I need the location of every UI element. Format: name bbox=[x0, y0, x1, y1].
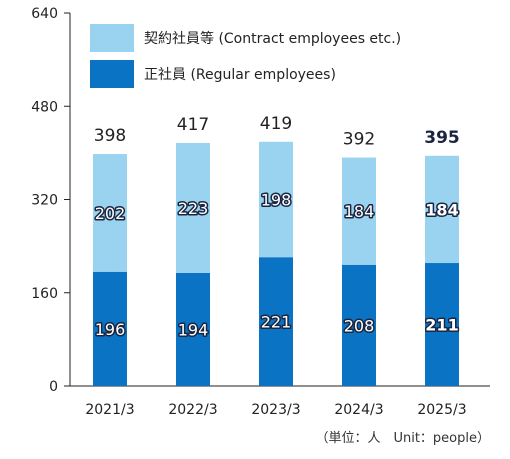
data-label-contract: 184 bbox=[344, 202, 375, 221]
y-tick-label: 0 bbox=[49, 379, 58, 395]
data-label-contract: 198 bbox=[261, 191, 292, 210]
bar-contract-2021-3 bbox=[93, 154, 127, 272]
x-tick-label: 2025/3 bbox=[417, 402, 466, 418]
y-tick-label: 480 bbox=[31, 99, 58, 115]
total-label: 398 bbox=[94, 126, 126, 146]
bar-regular-2023-3 bbox=[259, 257, 293, 386]
total-label: 395 bbox=[424, 128, 460, 148]
data-label-regular: 196 bbox=[95, 320, 126, 339]
legend-swatch-contract bbox=[90, 24, 134, 52]
y-axis-ticks: 0 160 320 480 640 bbox=[31, 6, 70, 395]
y-tick-label: 320 bbox=[31, 193, 58, 209]
bar-contract-2022-3 bbox=[176, 142, 210, 273]
data-label-regular: 194 bbox=[178, 320, 209, 339]
data-label-contract: 202 bbox=[95, 204, 126, 223]
legend-label-contract: 契約社員等 (Contract employees etc.) bbox=[144, 30, 401, 47]
bar-contract-2024-3 bbox=[342, 157, 376, 265]
bar-contract-2023-3 bbox=[259, 141, 293, 258]
data-label-regular: 208 bbox=[344, 316, 375, 335]
bar-regular-2025-3 bbox=[425, 263, 459, 386]
x-tick-label: 2024/3 bbox=[334, 402, 383, 418]
x-axis-labels: 2021/3 2022/3 2023/3 2024/3 2025/3 bbox=[85, 402, 466, 418]
total-label: 419 bbox=[260, 114, 292, 134]
y-tick-label: 160 bbox=[31, 286, 58, 302]
legend-swatch-regular bbox=[90, 60, 134, 88]
bars: 196 202 398 194 223 417 221 198 419 208 184 392 211 1… bbox=[93, 114, 460, 386]
bar-contract-2025-3 bbox=[425, 155, 459, 264]
legend-label-regular: 正社員 (Regular employees) bbox=[144, 67, 336, 83]
x-tick-label: 2023/3 bbox=[251, 402, 300, 418]
data-label-contract: 184 bbox=[425, 200, 458, 219]
bar-regular-2021-3 bbox=[93, 271, 127, 386]
data-label-contract: 223 bbox=[178, 199, 209, 218]
data-label-regular: 221 bbox=[261, 313, 292, 332]
bar-regular-2024-3 bbox=[342, 264, 376, 386]
total-label: 392 bbox=[343, 130, 375, 150]
unit-note: （単位：人 Unit：people） bbox=[315, 430, 490, 446]
x-tick-label: 2022/3 bbox=[168, 402, 217, 418]
bar-regular-2022-3 bbox=[176, 272, 210, 386]
data-label-regular: 211 bbox=[425, 316, 458, 335]
total-label: 417 bbox=[177, 115, 209, 135]
y-tick-label: 640 bbox=[31, 6, 58, 22]
x-tick-label: 2021/3 bbox=[85, 402, 134, 418]
legend: 契約社員等 (Contract employees etc.) 正社員 (Reg… bbox=[90, 24, 401, 88]
